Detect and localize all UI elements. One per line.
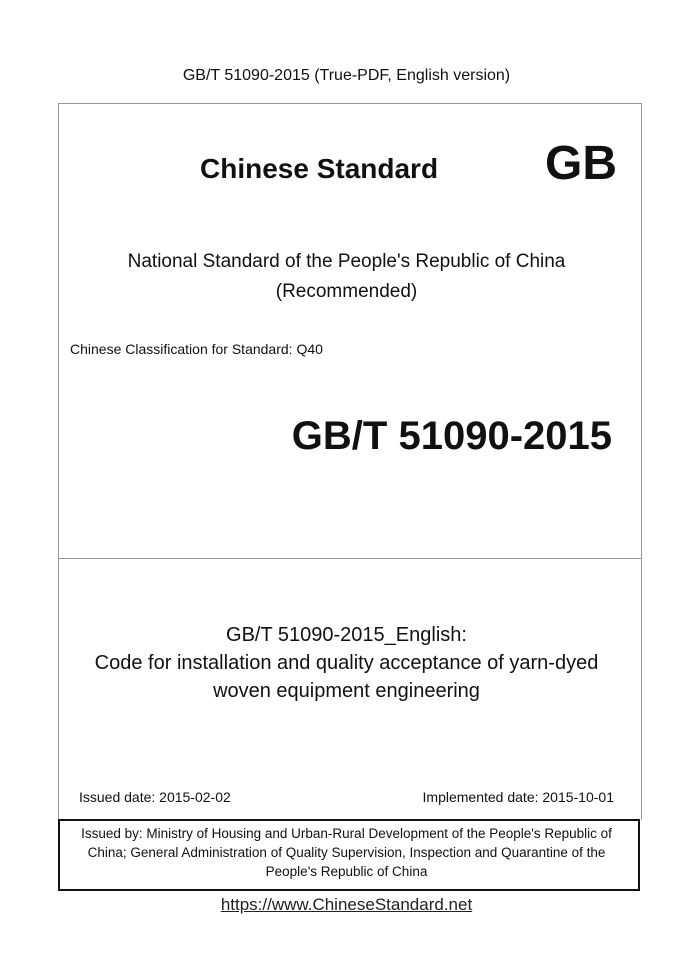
cover-box <box>58 103 642 559</box>
page-header: GB/T 51090-2015 (True-PDF, English versi… <box>182 67 511 84</box>
cover-title: Chinese Standard <box>200 153 439 184</box>
cover-subtitle: National Standard of the People's Republ… <box>127 251 566 272</box>
issuer-box <box>58 819 640 891</box>
title-box <box>58 558 642 820</box>
gb-badge: GB <box>545 137 617 190</box>
issuer-line1: Issued by: Ministry of Housing and Urban… <box>81 826 612 841</box>
issued-date: Issued date: 2015-02-02 <box>79 789 231 805</box>
classification: Chinese Classification for Standard: Q40 <box>70 341 323 357</box>
cover-subtitle-recommended: (Recommended) <box>275 281 418 302</box>
doc-title-line3: woven equipment engineering <box>213 680 480 702</box>
website-link[interactable]: https://www.ChineseStandard.net <box>220 895 473 914</box>
doc-title-line1: GB/T 51090-2015_English: <box>226 624 467 646</box>
issuer-line2: China; General Administration of Quality… <box>87 845 606 860</box>
implemented-date: Implemented date: 2015-10-01 <box>422 789 614 805</box>
doc-title-line2: Code for installation and quality accept… <box>94 652 599 674</box>
issuer-line3: People's Republic of China <box>265 864 428 879</box>
standard-number: GB/T 51090-2015 <box>291 414 612 458</box>
